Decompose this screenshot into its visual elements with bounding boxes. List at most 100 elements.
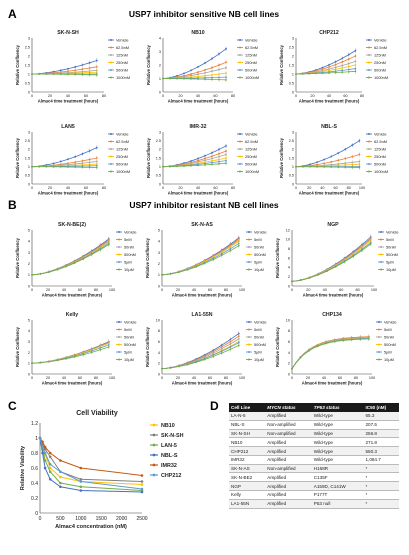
growth-chart: NGP 0 2 4 6 8 10 12 0 20 40 60 80 100 Almac4 time trea… [275, 222, 399, 298]
legend-label: 250nM [116, 154, 128, 159]
series-line [162, 78, 227, 81]
series-line [31, 239, 110, 276]
x-axis-label: Almac4 time treatment (hours) [42, 293, 103, 298]
legend-marker [368, 54, 370, 56]
table-row: NBL-S Non-amplified Wild-type 207.5 [229, 420, 399, 430]
y-tick-label: 0.2 [31, 496, 38, 502]
growth-chart: SK-N-BE(2) 0 1 2 3 4 5 0 20 40 60 80 100 Almac4 time … [15, 222, 137, 298]
x-tick-label: 0 [31, 288, 33, 292]
legend-marker [110, 69, 112, 71]
growth-chart: SK-N-AS 0 1 2 3 4 5 0 20 40 60 80 100 Almac4 time tre… [145, 222, 267, 298]
y-axis-label: Relative Confluency [279, 44, 284, 85]
cell-line: SK-N-AS [229, 464, 266, 474]
series-line [291, 239, 371, 282]
legend-label: 500nM [254, 252, 266, 257]
y-tick-label: 0 [28, 284, 30, 288]
x-tick-label: 40 [66, 186, 70, 190]
x-tick-label: 0 [162, 94, 164, 98]
cell-tp53: Wild-type [311, 429, 364, 439]
series-line [161, 245, 240, 276]
legend-marker [248, 343, 250, 346]
legend-marker [368, 61, 370, 64]
y-tick-label: 4 [288, 351, 290, 355]
y-tick-label: 0 [158, 284, 160, 288]
legend-label: 62.5nM [245, 45, 258, 50]
legend-label: 1000nM [245, 169, 259, 174]
legend-label: 500nM [116, 162, 128, 167]
y-tick-label: 3 [158, 251, 160, 255]
legend-label: 500nM [374, 162, 386, 167]
cell-ic50: 207.5 [363, 420, 399, 430]
legend-label: 500nM [254, 342, 266, 347]
legend-label: Vehicle [245, 38, 258, 43]
y-tick-label: 0.5 [289, 174, 294, 178]
y-axis-label: Relative Confluency [146, 44, 151, 85]
x-tick-label: 80 [224, 376, 228, 380]
y-tick-label: 0.5 [156, 174, 161, 178]
x-axis-label: Almac4 time treatment (hours) [38, 191, 99, 196]
panel-b-title: USP7 inhibitor resistant NB cell lines [129, 200, 279, 210]
legend-marker [118, 321, 120, 323]
table-row: SK-N-AS Non-amplified H168R * [229, 464, 399, 474]
legend-marker [248, 238, 250, 241]
legend-label: 50nM [384, 335, 394, 340]
legend-label: 10µM [254, 267, 264, 272]
x-tick-label: 80 [231, 94, 235, 98]
legend-label: 62.5nM [374, 45, 387, 50]
y-tick-label: 8 [158, 329, 160, 333]
x-tick-label: 20 [48, 94, 52, 98]
legend-marker [118, 336, 120, 338]
legend-marker [152, 463, 156, 467]
legend-label: 125nM [374, 147, 386, 152]
legend-marker [118, 246, 120, 248]
legend-label: 10µM [384, 357, 394, 362]
cell-ic50: * [363, 499, 399, 509]
y-tick-label: 8 [288, 247, 290, 251]
chart-title: SK-N-SH [57, 30, 79, 36]
header-ic50: IC50 (nM) [363, 403, 399, 412]
cell-ic50: 65.3 [363, 412, 399, 421]
legend-label: Vehicle [124, 230, 137, 235]
legend-label: 62.5nM [116, 139, 129, 144]
legend-marker [152, 423, 156, 427]
legend-marker [248, 336, 250, 338]
y-axis-label: Relative Confluency [275, 237, 280, 278]
growth-chart: Kelly 0 1 2 3 4 5 0 20 40 60 80 100 Almac4 time treat… [15, 312, 137, 386]
legend-marker [368, 39, 370, 41]
legend-marker [118, 343, 120, 346]
y-tick-label: 2 [28, 148, 30, 152]
legend-label: 5µM [254, 350, 262, 355]
cell-tp53: Wild-type [311, 446, 364, 456]
y-tick-label: 0 [288, 284, 290, 288]
y-tick-label: 4 [158, 351, 160, 355]
series-line [39, 437, 143, 493]
series-line [161, 237, 240, 276]
x-tick-label: 20 [310, 94, 314, 98]
cell-ic50: * [363, 472, 399, 483]
legend-marker [239, 155, 241, 158]
x-tick-label: 0 [31, 376, 33, 380]
series-line [161, 238, 240, 276]
y-tick-label: 10 [286, 238, 290, 242]
cell-tp53: Wild-type [311, 437, 364, 448]
x-tick-label: 20 [176, 288, 180, 292]
legend-marker [248, 253, 250, 256]
legend-label: 125nM [116, 147, 128, 152]
header-cell-line: Cell Line [229, 403, 266, 412]
x-tick-label: 80 [355, 288, 359, 292]
y-tick-label: 5 [158, 228, 160, 232]
legend-marker [380, 253, 382, 256]
legend-label: 62.5nM [245, 139, 258, 144]
series-line [31, 346, 109, 364]
legend-label: 10µM [386, 267, 396, 272]
legend-marker [248, 261, 250, 263]
legend-label: 500nM [124, 342, 136, 347]
legend-marker [152, 433, 156, 437]
x-tick-label: 0 [291, 288, 293, 292]
x-tick-label: 80 [360, 94, 364, 98]
y-tick-label: 0 [28, 372, 30, 376]
chart-title: NBL-S [321, 124, 337, 130]
legend-marker [110, 54, 112, 56]
y-tick-label: 2.5 [25, 45, 30, 49]
